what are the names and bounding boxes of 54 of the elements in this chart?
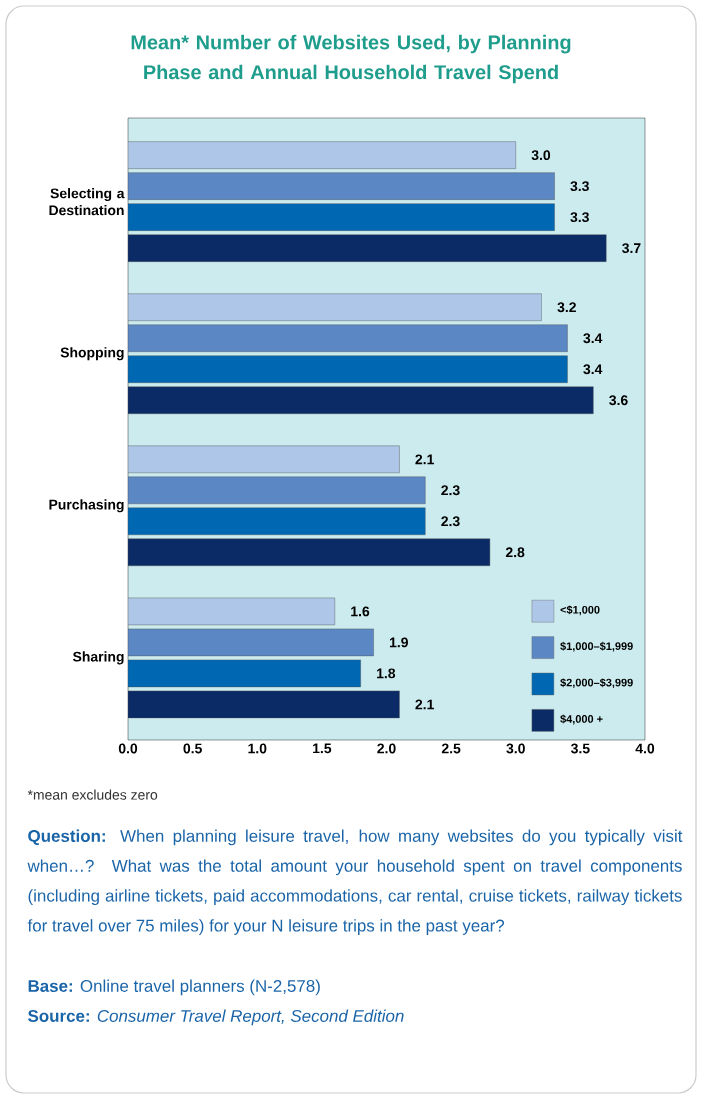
data-label: 2.1 [415, 699, 434, 710]
bar [128, 507, 426, 535]
data-label: 3.4 [583, 333, 603, 344]
bar [128, 355, 568, 383]
x-tick-label: 2.0 [377, 743, 396, 754]
bar [128, 203, 555, 231]
data-label: 3.0 [531, 150, 551, 161]
bar [128, 445, 400, 473]
y-tick-label: Purchasing [49, 499, 124, 513]
data-label: 2.8 [505, 547, 525, 558]
x-tick-label: 2.5 [441, 743, 461, 754]
data-label: 3.3 [570, 181, 589, 192]
x-tick-label: 1.0 [248, 743, 267, 754]
data-label: 1.9 [389, 637, 408, 648]
text: Source: Consumer Travel Report, Second Edition [28, 1009, 404, 1026]
bar [128, 476, 426, 504]
y-tick-label: Shopping [60, 347, 124, 361]
bar [128, 293, 542, 321]
x-tick-label: 1.5 [313, 743, 332, 754]
legend-label: $1,000–$1,999 [560, 641, 633, 652]
data-label: 1.6 [351, 606, 370, 617]
x-tick-label: 0.0 [118, 743, 138, 754]
text: *mean excludes zero [27, 789, 158, 800]
legend-label: <$1,000 [560, 605, 600, 616]
bar [128, 324, 568, 352]
bar [128, 597, 335, 626]
legend-label: $2,000–$3,999 [560, 678, 633, 689]
data-label: 3.3 [570, 212, 589, 223]
data-label: 3.2 [557, 302, 576, 313]
x-tick-label: 3.5 [570, 743, 590, 754]
y-tick-label: Sharing [72, 651, 124, 665]
x-tick-label: 3.0 [506, 743, 525, 754]
bar [128, 141, 516, 169]
bar [128, 538, 491, 566]
data-label: 3.6 [609, 395, 628, 406]
data-label: 1.8 [377, 668, 396, 679]
bar [128, 234, 607, 262]
x-tick-label: 4.0 [635, 743, 655, 754]
text: Base: Online travel planners (N-2,578) [28, 979, 320, 996]
data-label: 2.3 [441, 516, 460, 527]
bar [128, 659, 361, 688]
data-label: 2.3 [441, 485, 460, 496]
text: Question: When planning leisure travel, how many websites do you typically visit when…? What was the total amount your household spent on travel components (including airline tickets, paid accommodations, car rental, cruise tickets, railway tickets for travel over 75 miles) for your N leisure trips in the past year? [27, 829, 683, 935]
chart-title: Mean* Number of Websites Used, by Planning Phase and Annual Household Travel Spend [131, 34, 571, 84]
legend-label: $4,000 + [560, 714, 603, 725]
data-label: 2.1 [415, 454, 434, 465]
y-tick-label: Selecting a Destination [49, 188, 125, 216]
bar [128, 628, 374, 657]
bar [128, 386, 594, 414]
data-label: 3.4 [583, 364, 603, 375]
x-tick-label: 0.5 [183, 743, 202, 754]
bar [128, 690, 400, 719]
bar [128, 172, 555, 200]
data-label: 3.7 [622, 243, 641, 254]
